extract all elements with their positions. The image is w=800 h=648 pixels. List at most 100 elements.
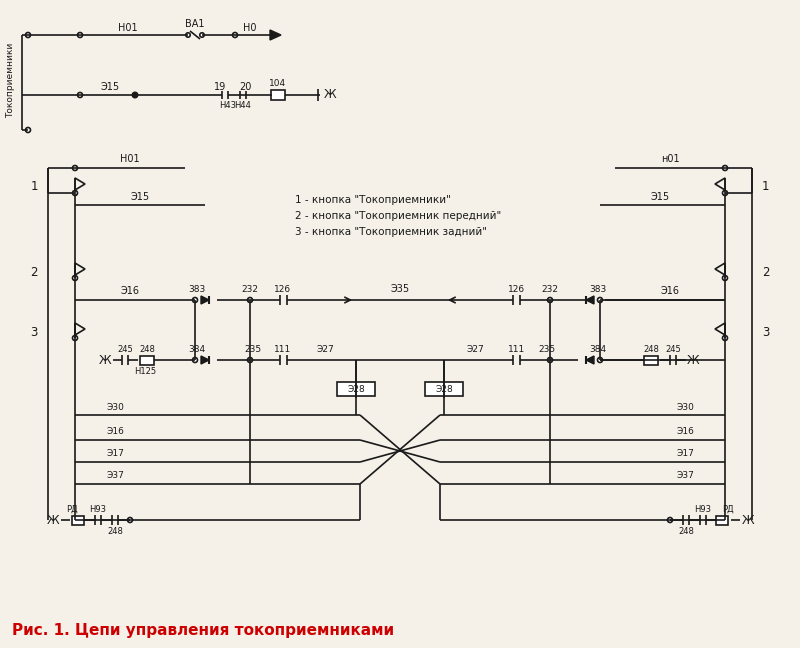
Text: 248: 248 [107,526,123,535]
Circle shape [547,297,553,303]
Polygon shape [270,30,281,40]
Text: 384: 384 [590,345,606,354]
Circle shape [26,128,30,132]
Circle shape [200,33,204,37]
Text: 2 - кнопка "Токоприемник передний": 2 - кнопка "Токоприемник передний" [295,211,502,221]
Circle shape [127,518,133,522]
Bar [644,356,658,365]
Text: 248: 248 [643,345,659,354]
Polygon shape [586,356,594,364]
Circle shape [722,165,727,170]
Text: 384: 384 [189,345,206,354]
Bar [140,356,154,365]
Circle shape [186,33,190,37]
Circle shape [78,93,82,97]
Text: Н01: Н01 [118,23,138,33]
Circle shape [193,297,198,303]
Text: Э15: Э15 [130,192,150,202]
Text: РД: РД [66,505,78,513]
Text: 383: 383 [188,286,206,294]
Text: Э30: Э30 [106,402,124,411]
Text: 1: 1 [762,181,770,194]
Circle shape [73,191,78,196]
Circle shape [247,358,253,362]
Text: Ж: Ж [98,354,111,367]
Bar [337,382,375,396]
Circle shape [722,275,727,281]
Text: 19: 19 [214,82,226,92]
Text: Э28: Э28 [347,386,365,395]
Text: ВА1: ВА1 [186,19,205,29]
Polygon shape [586,296,594,304]
Circle shape [722,191,727,196]
Text: Э30: Э30 [676,402,694,411]
Text: 1: 1 [30,181,38,194]
Bar [716,516,728,525]
Circle shape [598,297,602,303]
Text: Ж: Ж [46,513,59,526]
Text: Э15: Э15 [650,192,670,202]
Text: 126: 126 [509,284,526,294]
Text: Токоприемники: Токоприемники [6,42,15,118]
Text: 248: 248 [139,345,155,354]
Text: Э17: Э17 [676,450,694,459]
Text: Э17: Э17 [106,450,124,459]
Text: Н01: Н01 [120,154,140,164]
Text: 126: 126 [274,284,291,294]
Bar [271,90,285,100]
Text: Э16: Э16 [121,286,139,296]
Circle shape [73,165,78,170]
Text: 235: 235 [538,345,555,354]
Text: РД: РД [722,505,734,513]
Circle shape [598,358,602,362]
Text: 111: 111 [508,345,526,354]
Text: 3 - кнопка "Токоприемник задний": 3 - кнопка "Токоприемник задний" [295,227,487,237]
Text: 235: 235 [245,345,262,354]
Circle shape [247,297,253,303]
Circle shape [193,358,198,362]
Circle shape [26,32,30,38]
Text: 111: 111 [274,345,292,354]
Text: Э16: Э16 [676,428,694,437]
Text: Ж: Ж [686,354,699,367]
Text: 1 - кнопка "Токоприемники": 1 - кнопка "Токоприемники" [295,195,451,205]
Circle shape [667,518,673,522]
Circle shape [722,336,727,340]
Text: 248: 248 [678,526,694,535]
Text: 20: 20 [239,82,251,92]
Text: 232: 232 [242,286,258,294]
Text: Э37: Э37 [676,472,694,481]
Text: 232: 232 [542,286,558,294]
Text: Н93: Н93 [694,505,711,513]
Circle shape [73,275,78,281]
Text: Рис. 1. Цепи управления токоприемниками: Рис. 1. Цепи управления токоприемниками [12,623,394,638]
Circle shape [233,32,238,38]
Text: 383: 383 [590,286,606,294]
Text: Н44: Н44 [234,100,251,110]
Circle shape [78,32,82,38]
Bar [425,382,463,396]
Text: 2: 2 [762,266,770,279]
Text: Н125: Н125 [134,367,156,375]
Polygon shape [201,356,209,364]
Circle shape [73,336,78,340]
Text: 245: 245 [665,345,681,354]
Text: 104: 104 [270,80,286,89]
Text: Э16: Э16 [661,286,679,296]
Polygon shape [201,296,209,304]
Text: 3: 3 [30,325,38,338]
Text: Э35: Э35 [390,284,410,294]
Text: н01: н01 [661,154,679,164]
Text: Э15: Э15 [101,82,119,92]
Text: Э16: Э16 [106,428,124,437]
Text: Э27: Э27 [466,345,484,354]
Text: Н43: Н43 [219,100,237,110]
Text: Э27: Э27 [316,345,334,354]
Bar [72,516,84,525]
Text: Н0: Н0 [243,23,257,33]
Circle shape [547,358,553,362]
Text: 245: 245 [117,345,133,354]
Text: Э28: Э28 [435,386,453,395]
Text: Н93: Н93 [90,505,106,513]
Text: 2: 2 [30,266,38,279]
